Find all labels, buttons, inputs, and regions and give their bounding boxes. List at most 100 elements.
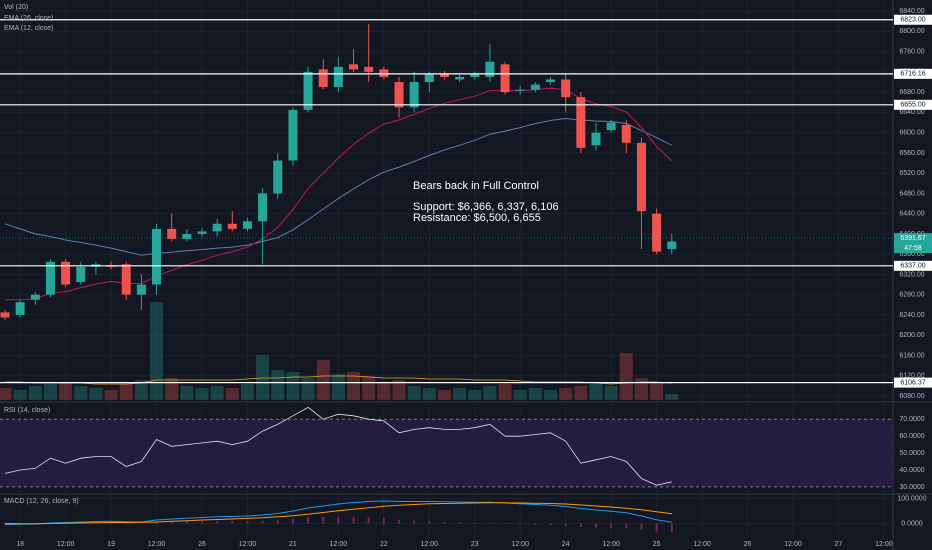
x-tick-label: 12:00 bbox=[57, 541, 75, 548]
x-tick-label: 18 bbox=[16, 541, 24, 548]
y-tick-label: 40.0000 bbox=[899, 467, 924, 474]
volume-bar bbox=[362, 376, 376, 400]
candle-body bbox=[258, 193, 268, 222]
volume-bar bbox=[28, 386, 42, 400]
macd-histogram-bar bbox=[625, 523, 628, 528]
x-tick-label: 26 bbox=[744, 541, 752, 548]
y-tick-label: 6640.00 bbox=[899, 109, 924, 116]
candle-body bbox=[318, 69, 328, 88]
candle-body bbox=[621, 125, 631, 143]
candle-body bbox=[394, 82, 404, 108]
y-tick-label: 50.0000 bbox=[899, 450, 924, 457]
volume-bar bbox=[619, 353, 633, 400]
y-tick-label: 100.0000 bbox=[897, 495, 926, 502]
macd-histogram-bar bbox=[125, 522, 128, 524]
y-tick-label: 6600.00 bbox=[899, 130, 924, 137]
candle-body bbox=[485, 61, 495, 77]
candle-body bbox=[500, 64, 510, 93]
macd-histogram-bar bbox=[367, 517, 370, 524]
macd-histogram-bar bbox=[534, 523, 537, 525]
y-tick-label: 0.0000 bbox=[901, 520, 923, 527]
level-label: 6337.00 bbox=[900, 263, 925, 270]
candle-body bbox=[152, 228, 162, 285]
x-tick-label: 24 bbox=[562, 541, 570, 548]
candle-body bbox=[515, 89, 525, 91]
rsi-band bbox=[0, 419, 893, 487]
macd-histogram-bar bbox=[564, 523, 567, 526]
volume-bar bbox=[180, 386, 194, 400]
volume-bar bbox=[13, 390, 27, 400]
legend-entry: Vol (20) bbox=[4, 4, 28, 11]
level-label: 6655.00 bbox=[900, 102, 925, 109]
macd-histogram-bar bbox=[443, 521, 446, 524]
macd-histogram-bar bbox=[261, 520, 264, 524]
level-label-box bbox=[894, 14, 932, 25]
volume-bar bbox=[453, 388, 467, 400]
volume-bar bbox=[513, 390, 527, 400]
volume-bar bbox=[650, 382, 664, 400]
volume-bar bbox=[347, 372, 361, 400]
volume-bar bbox=[240, 384, 254, 400]
volume-bar bbox=[316, 360, 330, 400]
annotation-title: Bears back in Full Control bbox=[413, 180, 539, 192]
x-tick-label: 27 bbox=[835, 541, 843, 548]
macd-histogram-bar bbox=[610, 523, 613, 528]
y-tick-label: 60.0000 bbox=[899, 433, 924, 440]
y-tick-label: 30.0000 bbox=[899, 484, 924, 491]
x-tick-label: 12:00 bbox=[148, 541, 166, 548]
x-tick-label: 12:00 bbox=[330, 541, 348, 548]
candle-body bbox=[591, 132, 601, 146]
y-tick-label: 6760.00 bbox=[899, 48, 924, 55]
y-tick-label: 6280.00 bbox=[899, 292, 924, 299]
volume-bar bbox=[407, 386, 421, 400]
macd-histogram-bar bbox=[382, 518, 385, 524]
macd-histogram-bar bbox=[307, 517, 310, 524]
y-tick-label: 6120.00 bbox=[899, 373, 924, 380]
macd-histogram-bar bbox=[200, 521, 203, 524]
candle-body bbox=[439, 74, 449, 77]
volume-bar bbox=[59, 382, 73, 400]
candle-body bbox=[636, 142, 646, 212]
volume-bar bbox=[422, 388, 436, 400]
candle-body bbox=[242, 221, 252, 229]
volume-bar bbox=[528, 388, 542, 400]
x-tick-label: 12:00 bbox=[784, 541, 802, 548]
candle-body bbox=[227, 223, 237, 229]
volume-bar bbox=[165, 378, 179, 400]
macd-histogram-bar bbox=[337, 516, 340, 524]
pane-title: MACD (12, 26, close, 9) bbox=[4, 498, 79, 505]
x-tick-label: 12:00 bbox=[511, 541, 529, 548]
y-tick-label: 6560.00 bbox=[899, 150, 924, 157]
macd-histogram-bar bbox=[4, 523, 7, 525]
level-label-box bbox=[894, 99, 932, 110]
volume-bar bbox=[331, 374, 345, 400]
y-tick-label: 6200.00 bbox=[899, 332, 924, 339]
volume-bar bbox=[256, 355, 270, 400]
volume-bar bbox=[104, 390, 118, 400]
rsi-line bbox=[4, 406, 672, 486]
candle-body bbox=[45, 261, 55, 295]
macd-histogram-bar bbox=[519, 523, 522, 525]
legend-entry: EMA (12, close) bbox=[4, 25, 53, 32]
last-price-box bbox=[894, 233, 932, 254]
level-label-box bbox=[894, 68, 932, 79]
candle-body bbox=[288, 109, 298, 161]
candle-body bbox=[606, 122, 616, 131]
y-tick-label: 6080.00 bbox=[899, 393, 924, 400]
macd-histogram-bar bbox=[231, 521, 234, 524]
legend-entry: EMA (26, close) bbox=[4, 15, 53, 22]
macd-histogram-bar bbox=[276, 520, 279, 524]
volume-bar bbox=[301, 378, 315, 400]
candle-body bbox=[409, 82, 419, 108]
volume-bar bbox=[483, 386, 497, 400]
candle-body bbox=[303, 71, 313, 110]
x-tick-label: 19 bbox=[107, 541, 115, 548]
candle-body bbox=[212, 223, 222, 232]
volume-bar bbox=[150, 302, 164, 400]
macd-signal-line bbox=[4, 502, 672, 525]
y-tick-label: 6360.00 bbox=[899, 251, 924, 258]
macd-histogram-bar bbox=[397, 519, 400, 524]
x-tick-label: 26 bbox=[198, 541, 206, 548]
volume-bar bbox=[286, 372, 300, 400]
